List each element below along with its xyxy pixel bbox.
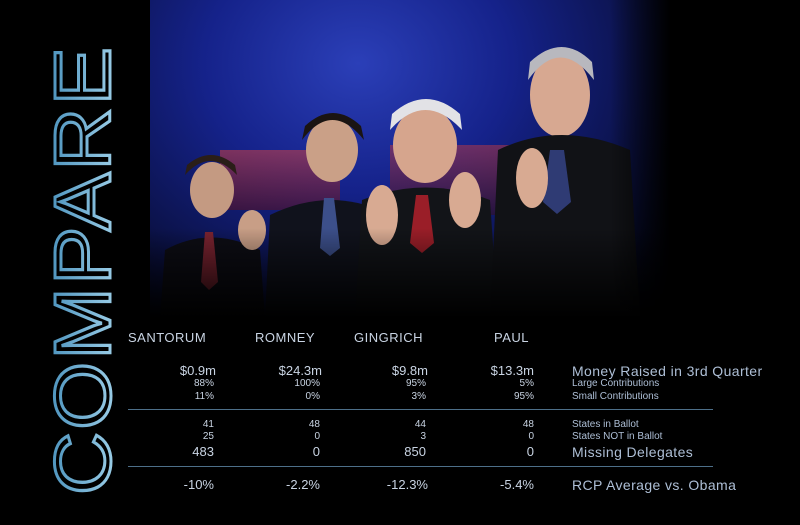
states-not-santorum: 25 xyxy=(202,431,214,442)
rcp-romney: -2.2% xyxy=(286,477,320,492)
rcp-santorum: -10% xyxy=(183,477,214,492)
states-not-gingrich: 3 xyxy=(420,431,426,442)
missing-gingrich: 850 xyxy=(404,444,426,459)
label-rcp: RCP Average vs. Obama xyxy=(572,477,737,493)
states-in-paul: 48 xyxy=(522,419,534,430)
states-not-romney: 0 xyxy=(314,431,320,442)
label-money: Money Raised in 3rd Quarter xyxy=(572,363,763,379)
states-in-gingrich: 44 xyxy=(414,419,426,430)
divider-1 xyxy=(128,409,713,410)
small-gingrich: 3% xyxy=(411,391,426,402)
label-missing: Missing Delegates xyxy=(572,444,694,460)
large-gingrich: 95% xyxy=(405,378,426,389)
missing-santorum: 483 xyxy=(192,444,214,459)
candidates-photo xyxy=(150,0,670,318)
rcp-paul: -5.4% xyxy=(500,477,534,492)
label-large: Large Contributions xyxy=(572,378,660,389)
rcp-gingrich: -12.3% xyxy=(386,477,428,492)
large-romney: 100% xyxy=(294,378,320,389)
candidate-name-paul: PAUL xyxy=(494,330,529,345)
money-gingrich: $9.8m xyxy=(391,363,428,378)
large-santorum: 88% xyxy=(193,378,214,389)
money-romney: $24.3m xyxy=(278,363,322,378)
candidate-name-santorum: SANTORUM xyxy=(128,330,207,345)
missing-romney: 0 xyxy=(312,444,320,459)
small-santorum: 11% xyxy=(194,391,214,402)
label-states-in: States in Ballot xyxy=(572,419,639,430)
label-states-not: States NOT in Ballot xyxy=(572,431,663,442)
candidate-name-romney: ROMNEY xyxy=(255,330,316,345)
candidate-name-gingrich: GINGRICH xyxy=(354,330,423,345)
small-paul: 95% xyxy=(513,391,534,402)
compare-title-text: COMPARE xyxy=(38,45,127,495)
states-not-paul: 0 xyxy=(528,431,534,442)
label-small: Small Contributions xyxy=(572,391,659,402)
states-in-romney: 48 xyxy=(308,419,320,430)
states-in-santorum: 41 xyxy=(202,419,214,430)
divider-2 xyxy=(128,466,713,467)
compare-title: COMPARE xyxy=(38,40,128,500)
money-paul: $13.3m xyxy=(490,363,534,378)
small-romney: 0% xyxy=(305,391,320,402)
missing-paul: 0 xyxy=(526,444,534,459)
money-santorum: $0.9m xyxy=(179,363,216,378)
large-paul: 5% xyxy=(519,378,534,389)
